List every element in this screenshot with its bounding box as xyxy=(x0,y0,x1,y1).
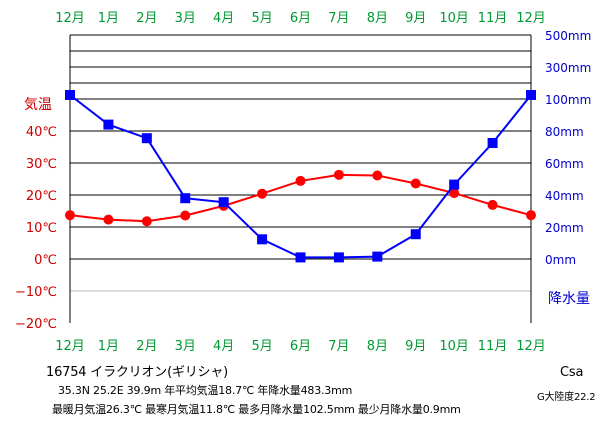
precip-tick-label: 80mm xyxy=(545,125,584,139)
precipitation-point xyxy=(295,252,306,263)
precipitation-point xyxy=(103,119,114,130)
temperature-point xyxy=(141,216,152,227)
continentality: G大陸度22.2 xyxy=(537,392,596,403)
temp-tick-label: −20℃ xyxy=(15,317,57,332)
precipitation-point xyxy=(372,251,383,262)
precipitation-point xyxy=(65,90,75,100)
climate-class: Csa xyxy=(560,365,584,380)
temp-tick-label: 0℃ xyxy=(34,253,57,268)
station-summary: 35.3N 25.2E 39.9m 年平均気温18.7℃ 年降水量483.3mm xyxy=(58,384,353,397)
precip-tick-label: 100mm xyxy=(545,93,591,107)
month-label-top: 12月 xyxy=(55,11,85,26)
temp-tick-label: −10℃ xyxy=(15,285,57,300)
precipitation-point xyxy=(449,179,460,190)
month-label-top: 6月 xyxy=(290,11,311,26)
month-label-top: 8月 xyxy=(367,11,388,26)
month-label-top: 3月 xyxy=(175,11,196,26)
temp-tick-label: 40℃ xyxy=(26,125,57,140)
temperature-point xyxy=(65,210,75,221)
month-label-bottom: 10月 xyxy=(439,339,469,354)
month-label-bottom: 6月 xyxy=(290,339,311,354)
month-label-bottom: 9月 xyxy=(405,339,426,354)
precipitation-point xyxy=(410,229,421,240)
month-label-top: 7月 xyxy=(328,11,349,26)
temp-tick-label: 10℃ xyxy=(26,221,57,236)
precipitation-point xyxy=(141,133,152,144)
month-label-bottom: 1月 xyxy=(98,339,119,354)
month-label-bottom: 3月 xyxy=(175,339,196,354)
temp-tick-label: 20℃ xyxy=(26,189,57,204)
temperature-point xyxy=(257,188,268,199)
temp-axis-title: 気温 xyxy=(24,97,52,113)
precipitation-point xyxy=(257,234,268,245)
station-title: 16754 イラクリオン(ギリシャ) xyxy=(46,365,229,380)
month-label-top: 11月 xyxy=(478,11,508,26)
precip-axis-title: 降水量 xyxy=(548,291,590,307)
temperature-point xyxy=(526,210,536,221)
month-label-top: 1月 xyxy=(98,11,119,26)
precipitation-point xyxy=(218,197,229,208)
precip-tick-label: 40mm xyxy=(545,189,584,203)
month-label-bottom: 12月 xyxy=(516,339,546,354)
temperature-point xyxy=(487,199,498,210)
precip-tick-label: 20mm xyxy=(545,221,584,235)
month-label-top: 10月 xyxy=(439,11,469,26)
precip-tick-label: 300mm xyxy=(545,61,591,75)
month-label-bottom: 8月 xyxy=(367,339,388,354)
station-extremes: 最暖月気温26.3℃ 最寒月気温11.8℃ 最多月降水量102.5mm 最少月降… xyxy=(52,403,461,416)
month-label-top: 9月 xyxy=(405,11,426,26)
temp-tick-label: 30℃ xyxy=(26,157,57,172)
month-label-top: 2月 xyxy=(136,11,157,26)
precip-tick-label: 0mm xyxy=(545,253,576,267)
month-label-top: 5月 xyxy=(251,11,272,26)
month-label-bottom: 5月 xyxy=(251,339,272,354)
temperature-point xyxy=(103,214,114,225)
temperature-point xyxy=(372,170,383,181)
precipitation-point xyxy=(333,252,344,263)
temperature-point xyxy=(410,178,421,189)
month-label-bottom: 2月 xyxy=(136,339,157,354)
precipitation-point xyxy=(487,138,498,148)
temperature-point xyxy=(449,188,460,199)
temperature-point xyxy=(180,210,191,221)
month-label-top: 12月 xyxy=(516,11,546,26)
month-label-bottom: 12月 xyxy=(55,339,85,354)
month-label-top: 4月 xyxy=(213,11,234,26)
precip-tick-label: 60mm xyxy=(545,157,584,171)
temperature-point xyxy=(295,175,306,186)
month-label-bottom: 7月 xyxy=(328,339,349,354)
month-label-bottom: 11月 xyxy=(478,339,508,354)
temperature-point xyxy=(333,169,344,180)
precipitation-point xyxy=(526,90,536,100)
precipitation-point xyxy=(180,193,191,204)
month-label-bottom: 4月 xyxy=(213,339,234,354)
precip-tick-label: 500mm xyxy=(545,29,591,43)
